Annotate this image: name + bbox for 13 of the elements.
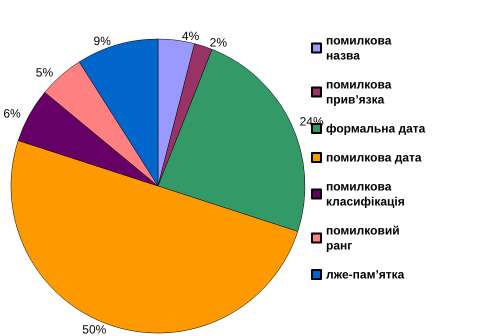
data-label: 6% <box>3 106 22 120</box>
legend-label: формальна дата <box>326 122 426 136</box>
data-label: 2% <box>210 35 228 50</box>
data-label: 9% <box>94 34 112 48</box>
legend-label: помилкова прив’язка <box>326 78 395 106</box>
legend-label: лже-пам’ятка <box>326 268 405 282</box>
data-label: 4% <box>182 29 200 44</box>
legend-label: помилковий ранг <box>326 224 403 252</box>
data-label: 5% <box>36 66 54 80</box>
legend-label: помилкова назва <box>326 34 395 62</box>
data-label: 50% <box>82 322 107 336</box>
legend-label: помилкова дата <box>326 150 422 164</box>
legend-label: помилкова класифікація <box>326 180 405 208</box>
